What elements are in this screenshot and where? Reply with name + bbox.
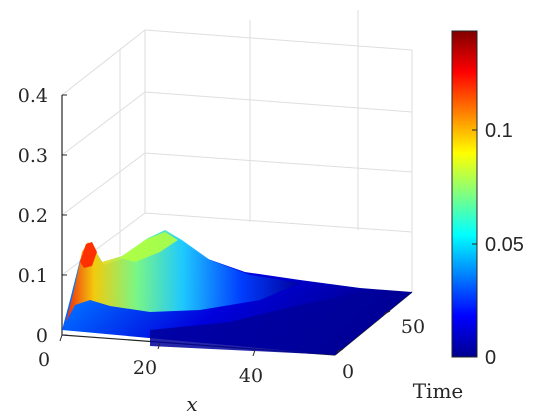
z-tick-label: 0 bbox=[36, 325, 48, 347]
x-tick-labels: 0 20 40 bbox=[38, 349, 263, 387]
x-tick-label: 20 bbox=[133, 357, 157, 379]
grid-lines bbox=[61, 10, 413, 292]
x-tick-label: 40 bbox=[239, 365, 263, 387]
surface bbox=[62, 230, 412, 355]
time-tick-labels: 0 50 bbox=[342, 316, 425, 383]
colorbar-gradient bbox=[452, 31, 477, 357]
colorbar-tick-label: 0.1 bbox=[485, 120, 513, 142]
colorbar-tick-label: 0 bbox=[485, 347, 496, 369]
time-tick-label: 50 bbox=[401, 316, 425, 338]
x-axis-ticks bbox=[59, 310, 391, 357]
z-tick-label: 0.2 bbox=[18, 205, 48, 227]
x-tick-label: 0 bbox=[38, 349, 50, 371]
x-axis-label: x bbox=[186, 392, 197, 416]
colorbar: 0 0.05 0.1 bbox=[451, 30, 524, 369]
surface-peak bbox=[80, 242, 97, 268]
z-tick-labels: 0 0.1 0.2 0.3 0.4 bbox=[18, 85, 48, 347]
time-tick-label: 0 bbox=[342, 361, 354, 383]
z-axis-ticks bbox=[62, 94, 67, 336]
surface-shoulder bbox=[120, 232, 178, 262]
surface-ridge bbox=[66, 230, 300, 322]
z-tick-label: 0.1 bbox=[18, 265, 48, 287]
z-tick-label: 0.4 bbox=[18, 85, 48, 107]
colorbar-tick-label: 0.05 bbox=[485, 234, 524, 256]
surface-dark-band bbox=[150, 292, 412, 355]
colorbar-frame bbox=[451, 30, 478, 358]
time-axis-label: Time bbox=[413, 379, 464, 403]
z-tick-label: 0.3 bbox=[18, 145, 48, 167]
